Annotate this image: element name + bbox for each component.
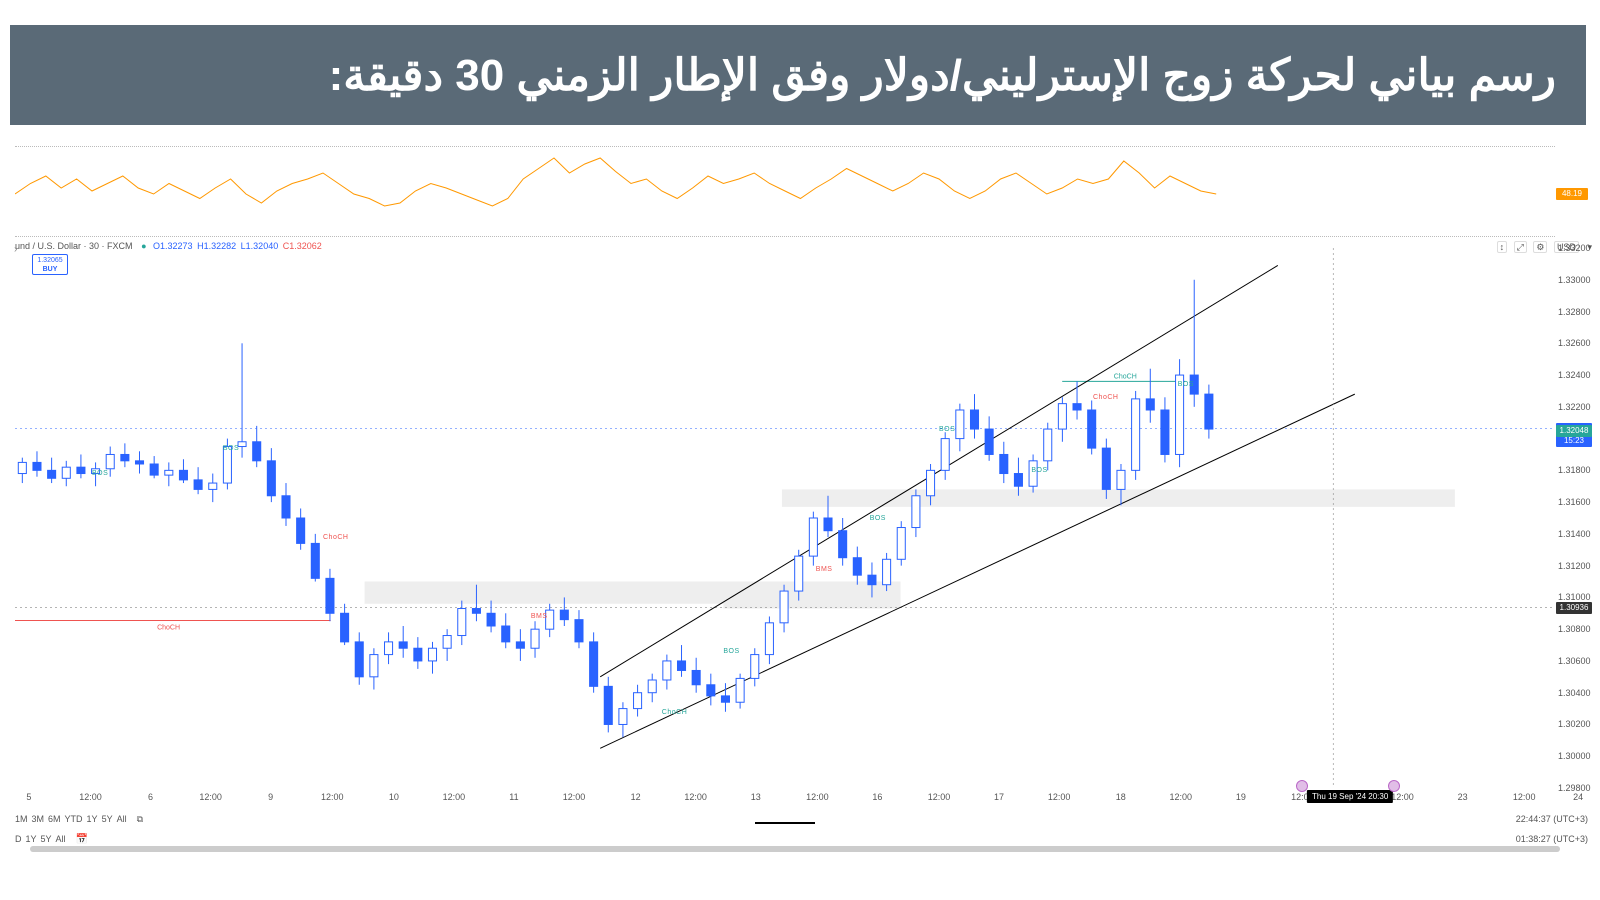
page-title: رسم بياني لحركة زوج الإسترليني/دولار وفق… <box>10 25 1586 125</box>
snapshot-icon[interactable]: ⧉ <box>137 814 143 824</box>
indicator-panel <box>15 146 1555 236</box>
time-scrollbar[interactable] <box>30 846 1560 852</box>
date-tooltip: Thu 19 Sep '24 20:30 <box>1307 790 1393 803</box>
structure-label: BMS <box>816 566 833 573</box>
range-6m[interactable]: 6M <box>48 814 61 824</box>
structure-label: ChoCH <box>323 534 348 541</box>
range2-5y[interactable]: 5Y <box>41 834 52 844</box>
structure-label: BOS <box>1031 467 1047 474</box>
calendar-icon[interactable]: 📅 <box>76 834 88 845</box>
structure-label: BOS <box>939 426 955 433</box>
range2-all[interactable]: All <box>56 834 66 844</box>
price-yaxis[interactable]: 1.298001.300001.302001.304001.306001.308… <box>1558 248 1598 788</box>
clock-1: 22:44:37 (UTC+3) <box>1516 814 1588 824</box>
range-ytd[interactable]: YTD <box>65 814 83 824</box>
range-selector: 1M 3M6M YTD 1Y 5Y All ⧉ <box>15 814 143 825</box>
range-all[interactable]: All <box>117 814 127 824</box>
clock-2: 01:38:27 (UTC+3) <box>1516 834 1588 844</box>
structure-label: BOS <box>223 445 239 452</box>
indicator-current-badge: 48.19 <box>1556 188 1588 200</box>
svg-text:ChoCH: ChoCH <box>1114 373 1137 380</box>
price-chart[interactable]: ChoCH ChoCH <box>15 248 1555 788</box>
structure-label: ChoCH <box>662 709 687 716</box>
range2-1y[interactable]: 1Y <box>26 834 37 844</box>
structure-label: BOS <box>1178 381 1194 388</box>
scroll-thumb[interactable] <box>30 846 1560 852</box>
range2-d[interactable]: D <box>15 834 22 844</box>
structure-label: BOS <box>870 515 886 522</box>
time-scrub-handle[interactable] <box>755 822 815 824</box>
svg-text:ChoCH: ChoCH <box>157 624 180 631</box>
structure-label: ChoCH <box>1093 394 1118 401</box>
indicator-line <box>15 146 1555 236</box>
range-3m[interactable]: 3M <box>32 814 45 824</box>
range-5y[interactable]: 5Y <box>102 814 113 824</box>
title-text: رسم بياني لحركة زوج الإسترليني/دولار وفق… <box>329 50 1556 101</box>
event-marker[interactable] <box>1296 780 1308 792</box>
range-selector-2: D 1Y 5Y All 📅 <box>15 834 88 845</box>
structure-label: BOS <box>723 648 739 655</box>
structure-label: BMS <box>531 613 548 620</box>
range-1y[interactable]: 1Y <box>87 814 98 824</box>
structure-label: BOS <box>92 470 108 477</box>
range-1m[interactable]: 1M <box>15 814 28 824</box>
